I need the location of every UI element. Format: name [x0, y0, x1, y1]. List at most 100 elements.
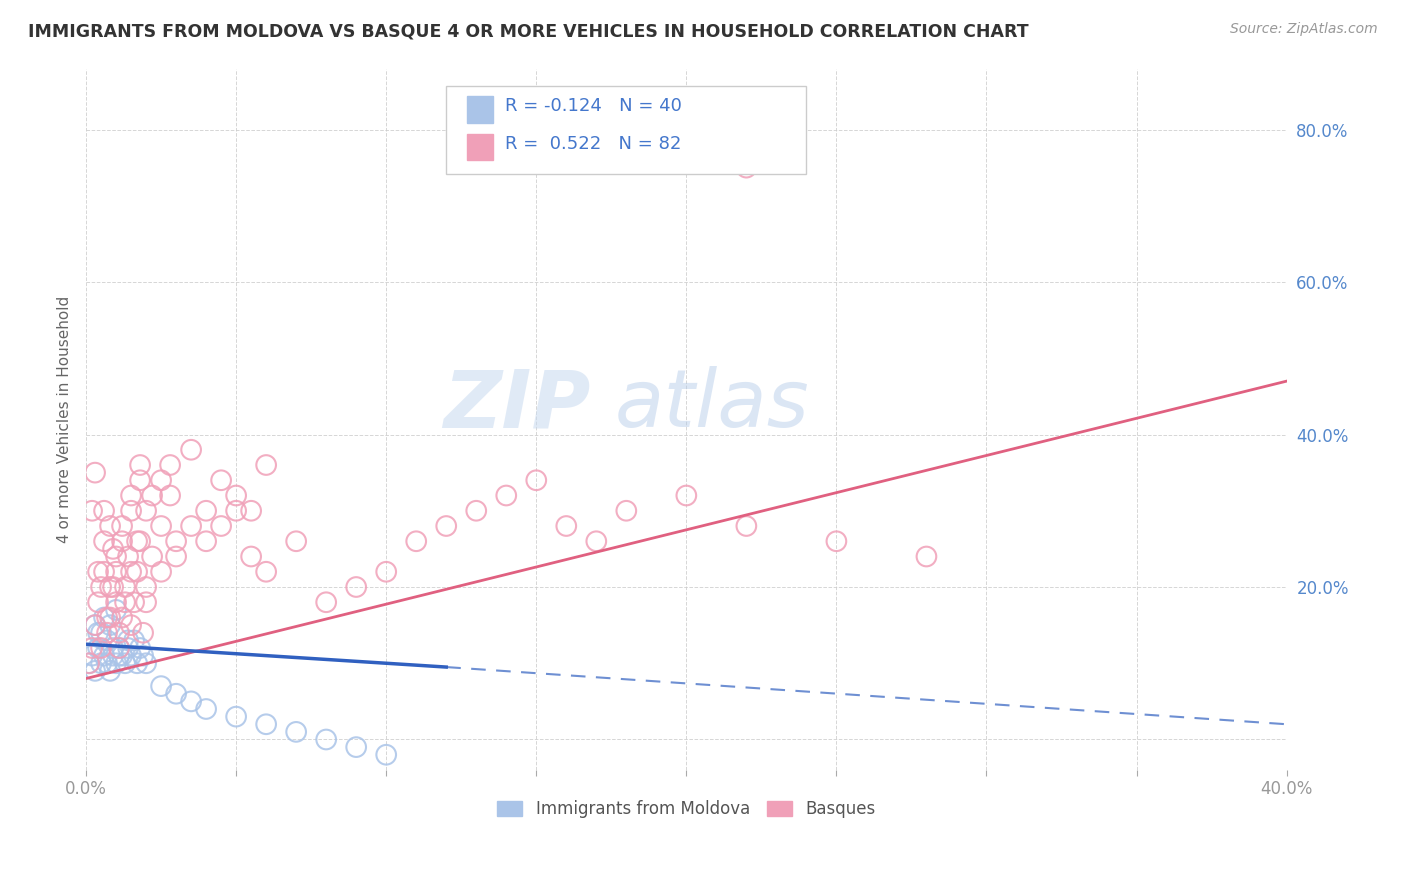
- Point: [165, 534, 187, 549]
- Text: IMMIGRANTS FROM MOLDOVA VS BASQUE 4 OR MORE VEHICLES IN HOUSEHOLD CORRELATION CH: IMMIGRANTS FROM MOLDOVA VS BASQUE 4 OR M…: [28, 22, 1029, 40]
- Point: [254, 565, 277, 579]
- Point: [825, 534, 848, 549]
- Bar: [467, 95, 494, 122]
- Point: [77, 657, 100, 671]
- Point: [150, 679, 173, 693]
- Point: [405, 534, 427, 549]
- Point: [165, 687, 187, 701]
- Point: [225, 504, 247, 518]
- Point: [80, 504, 103, 518]
- Point: [344, 740, 367, 755]
- Point: [735, 519, 758, 533]
- Point: [93, 565, 115, 579]
- Point: [135, 504, 157, 518]
- Point: [84, 618, 107, 632]
- Point: [111, 648, 134, 663]
- Point: [434, 519, 457, 533]
- Text: Source: ZipAtlas.com: Source: ZipAtlas.com: [1230, 22, 1378, 37]
- Point: [135, 657, 157, 671]
- Point: [96, 610, 118, 624]
- Point: [225, 489, 247, 503]
- Point: [105, 565, 128, 579]
- Point: [132, 625, 155, 640]
- Point: [111, 534, 134, 549]
- Point: [117, 633, 139, 648]
- Point: [108, 640, 131, 655]
- Point: [127, 565, 149, 579]
- Point: [90, 640, 112, 655]
- Point: [159, 458, 181, 472]
- Point: [735, 161, 758, 175]
- Point: [105, 595, 128, 609]
- Point: [93, 610, 115, 624]
- Point: [108, 625, 131, 640]
- Point: [98, 664, 121, 678]
- FancyBboxPatch shape: [446, 86, 807, 174]
- Point: [150, 473, 173, 487]
- Point: [96, 625, 118, 640]
- Point: [84, 466, 107, 480]
- Point: [120, 648, 142, 663]
- Point: [93, 534, 115, 549]
- Point: [209, 519, 232, 533]
- Point: [93, 648, 115, 663]
- Point: [141, 549, 163, 564]
- Point: [120, 618, 142, 632]
- Point: [120, 489, 142, 503]
- Point: [101, 541, 124, 556]
- Text: R = -0.124   N = 40: R = -0.124 N = 40: [505, 96, 682, 115]
- Point: [225, 709, 247, 723]
- Point: [122, 633, 145, 648]
- Text: R =  0.522   N = 82: R = 0.522 N = 82: [505, 135, 682, 153]
- Point: [285, 534, 308, 549]
- Point: [180, 442, 202, 457]
- Point: [101, 648, 124, 663]
- Legend: Immigrants from Moldova, Basques: Immigrants from Moldova, Basques: [491, 794, 882, 825]
- Point: [84, 664, 107, 678]
- Point: [87, 625, 110, 640]
- Point: [180, 519, 202, 533]
- Point: [120, 565, 142, 579]
- Point: [254, 717, 277, 731]
- Point: [375, 747, 398, 762]
- Point: [96, 657, 118, 671]
- Point: [195, 702, 218, 716]
- Point: [285, 724, 308, 739]
- Point: [209, 473, 232, 487]
- Point: [127, 657, 149, 671]
- Point: [495, 489, 517, 503]
- Point: [87, 565, 110, 579]
- Point: [614, 504, 637, 518]
- Point: [129, 640, 152, 655]
- Point: [585, 534, 607, 549]
- Point: [524, 473, 547, 487]
- Point: [315, 595, 337, 609]
- Point: [111, 610, 134, 624]
- Point: [93, 504, 115, 518]
- Point: [555, 519, 578, 533]
- Point: [159, 489, 181, 503]
- Point: [98, 580, 121, 594]
- Point: [80, 648, 103, 663]
- Point: [180, 694, 202, 708]
- Point: [254, 458, 277, 472]
- Point: [114, 580, 136, 594]
- Point: [77, 657, 100, 671]
- Bar: [467, 134, 494, 161]
- Point: [90, 625, 112, 640]
- Point: [135, 595, 157, 609]
- Point: [114, 657, 136, 671]
- Point: [108, 648, 131, 663]
- Point: [344, 580, 367, 594]
- Point: [127, 534, 149, 549]
- Point: [80, 640, 103, 655]
- Point: [105, 657, 128, 671]
- Point: [132, 648, 155, 663]
- Point: [90, 580, 112, 594]
- Point: [675, 489, 697, 503]
- Point: [98, 618, 121, 632]
- Point: [84, 618, 107, 632]
- Point: [105, 603, 128, 617]
- Point: [465, 504, 488, 518]
- Point: [135, 580, 157, 594]
